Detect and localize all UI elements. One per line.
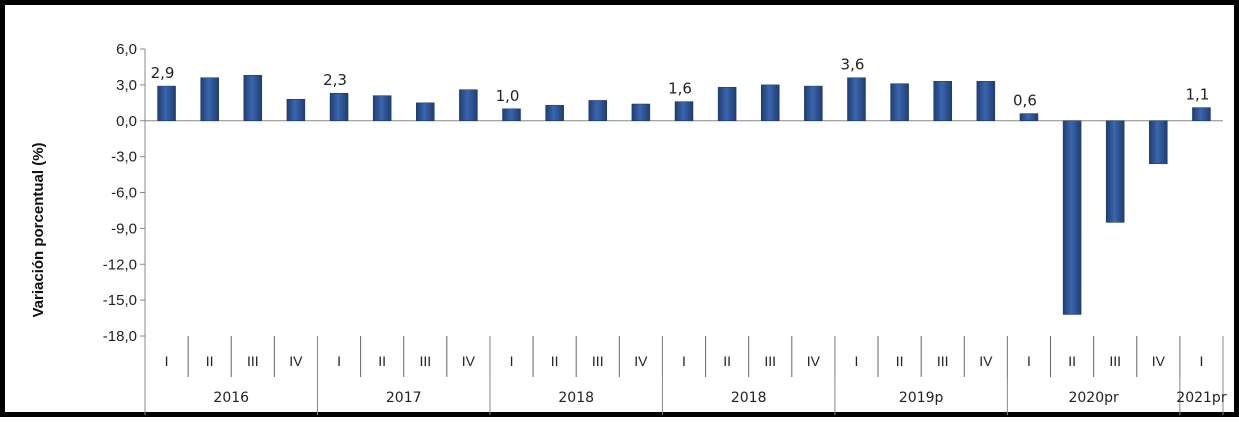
year-label: 2017: [386, 390, 422, 406]
bar: [847, 77, 866, 121]
quarter-label: IV: [807, 353, 821, 369]
bar: [1019, 113, 1039, 121]
quarter-label: II: [206, 353, 214, 369]
bar: [243, 75, 263, 121]
bar: [1192, 107, 1211, 121]
quarter-label: I: [1027, 353, 1031, 369]
y-tick-label: 0,0: [116, 113, 137, 130]
bar: [674, 101, 694, 122]
bar: [1105, 120, 1125, 223]
year-label: 2020pr: [1068, 390, 1119, 406]
data-label: 1,0: [496, 87, 520, 105]
quarter-label: I: [165, 353, 169, 369]
quarter-label: I: [682, 353, 686, 369]
bar: [1062, 120, 1082, 315]
quarter-label: II: [723, 353, 731, 369]
quarter-label: III: [1109, 353, 1121, 369]
quarter-label: IV: [634, 353, 648, 369]
bar: [933, 81, 952, 121]
bar: [760, 84, 780, 121]
bar: [588, 100, 608, 121]
bar: [286, 98, 306, 121]
data-label: 0,6: [1013, 92, 1037, 110]
y-tick-label: -12,0: [103, 256, 137, 273]
quarter-label: III: [937, 353, 949, 369]
quarter-label: I: [337, 353, 341, 369]
y-tick-label: -18,0: [103, 328, 137, 345]
bars: [157, 75, 1211, 315]
data-label: 3,6: [841, 56, 865, 74]
year-label: 2018: [558, 390, 594, 406]
y-tick-label: -3,0: [111, 149, 137, 166]
quarter-label: III: [247, 353, 259, 369]
quarter-label: II: [551, 353, 559, 369]
quarter-label: I: [510, 353, 514, 369]
bar: [157, 85, 176, 121]
quarter-label: III: [419, 353, 431, 369]
quarter-label: IV: [979, 353, 993, 369]
bar: [545, 104, 564, 122]
data-labels: 2,9 2,3 1,0 1,6 3,6 0,6 1,1: [151, 56, 1210, 110]
quarter-label: I: [855, 353, 859, 369]
bar: [329, 92, 349, 121]
quarter-label: IV: [289, 353, 303, 369]
bar: [459, 89, 478, 121]
bar: [890, 83, 909, 122]
y-tick-label: -9,0: [111, 220, 137, 237]
data-label: 2,9: [151, 64, 175, 82]
bar: [717, 87, 737, 122]
year-label: 2021pr: [1176, 390, 1227, 406]
y-tick-label: -6,0: [111, 185, 137, 202]
y-axis: 6,0 3,0 0,0 -3,0 -6,0 -9,0 -12,0 -15,0 -18,0: [103, 41, 1223, 345]
quarter-label: II: [1068, 353, 1076, 369]
bar: [976, 81, 996, 121]
quarter-label: III: [592, 353, 604, 369]
year-label: 2016: [213, 390, 249, 406]
bar: [372, 95, 392, 121]
x-axis: I II III IV I II III IV I II III IV I II III IV I II III IV…: [144, 336, 1227, 415]
data-label: 2,3: [323, 71, 347, 89]
y-tick-label: 6,0: [116, 41, 137, 58]
bar: [200, 77, 219, 121]
quarter-label: IV: [1152, 353, 1166, 369]
quarter-label: III: [764, 353, 776, 369]
year-label: 2018: [731, 390, 767, 406]
bar: [416, 102, 435, 121]
quarter-label: IV: [462, 353, 476, 369]
quarter-label: I: [1199, 353, 1203, 369]
data-label: 1,1: [1186, 86, 1210, 104]
quarter-label: II: [896, 353, 904, 369]
y-tick-label: -15,0: [103, 292, 137, 309]
bar: [804, 85, 823, 121]
bar-chart: Variación porcentual (%) 6,0 3,0 0,0 -3,0 -6…: [30, 41, 1227, 415]
bar: [1149, 120, 1168, 165]
bar: [502, 108, 521, 121]
y-tick-label: 3,0: [116, 77, 137, 94]
data-label: 1,6: [668, 80, 692, 98]
quarter-label: II: [378, 353, 386, 369]
bar: [631, 103, 651, 121]
y-axis-label: Variación porcentual (%): [30, 142, 47, 317]
year-label: 2019p: [899, 390, 944, 406]
